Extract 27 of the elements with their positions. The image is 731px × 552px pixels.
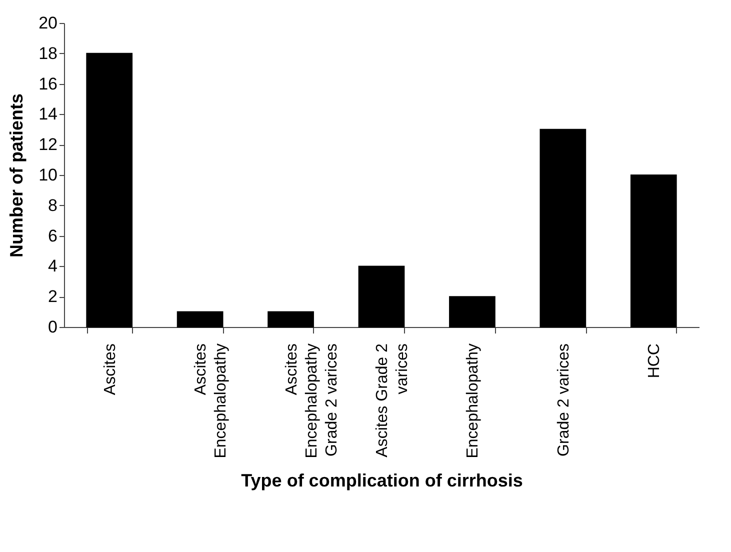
bar [630,174,677,328]
bar [358,266,405,328]
bar [86,52,133,328]
bar [268,311,314,328]
x-axis-title: Type of complication of cirrhosis [241,470,523,490]
bar [540,128,586,328]
y-tick-label: 14 [38,104,58,124]
y-tick-label: 12 [38,135,58,154]
x-tick-label: HCC [646,344,664,378]
y-tick-label: 4 [48,256,58,276]
y-tick-label: 6 [48,226,58,246]
x-tick-label: Encephalopathy [464,344,482,458]
bar [176,311,224,328]
x-tick-label: Ascites [102,344,119,396]
bar [449,296,496,328]
y-axis-title: Number of patients [6,93,27,258]
x-tick-label: Ascites Encephalopathy Grade 2 varices [283,344,340,458]
y-tick-label: 2 [48,287,58,306]
x-tick-label: Grade 2 varices [555,344,572,456]
x-tick-label: Ascites Encephalopathy [192,344,230,458]
y-tick-label: 20 [38,14,58,32]
y-tick-label: 16 [38,74,58,94]
x-tick-label: Ascites Grade 2 varices [374,343,411,458]
y-tick-label: 0 [48,318,58,336]
y-tick-label: 8 [48,196,58,215]
y-tick-label: 18 [38,44,58,63]
y-tick-label: 10 [38,166,58,184]
